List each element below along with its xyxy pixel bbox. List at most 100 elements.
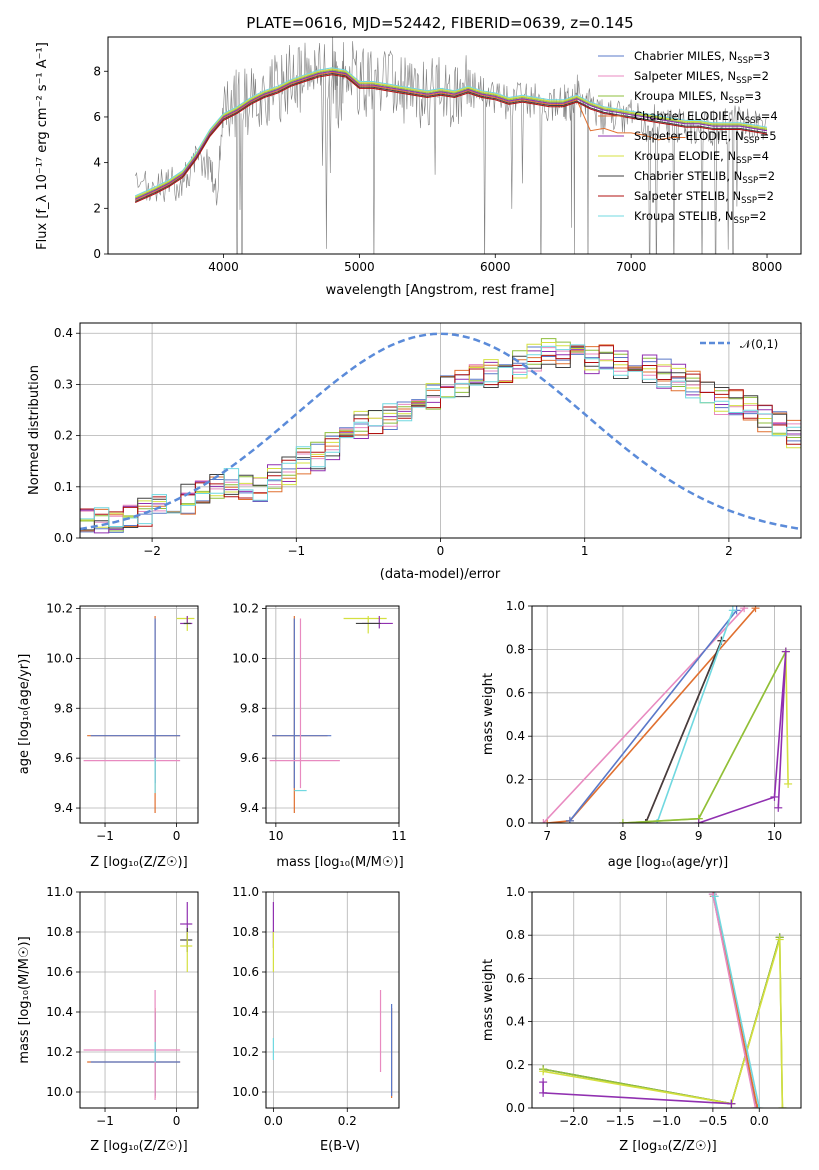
legend-entry: Kroupa ELODIE, NSSP=4 [634, 149, 769, 166]
legend-series-name: Salpeter STELIB, N [634, 189, 741, 203]
legend-entry: Salpeter ELODIE, NSSP=5 [634, 129, 777, 146]
y-tick-label: 0.6 [506, 686, 525, 700]
axes-frame [79, 605, 199, 824]
x-axis-label: Z [log₁₀(Z/Z☉)] [619, 1139, 716, 1154]
y-tick-label: 0.0 [54, 531, 73, 545]
legend-nssp: =3 [744, 89, 761, 103]
age-vs-metallicity-plot: −1 0 9.4 9.6 9.8 10.0 10.2 [46, 601, 199, 843]
y-tick-label: 9.4 [240, 801, 259, 815]
histogram-series [80, 346, 801, 538]
x-tick-label: 9 [695, 829, 703, 843]
mass-weight-line [542, 1082, 732, 1105]
legend-nssp: =2 [758, 169, 775, 183]
model-spectrum-line [134, 72, 768, 202]
mass-vs-ebv-panel: 0.0 0.2 10.0 10.2 10.4 10.6 10.8 11.0 E(B-V) [232, 885, 400, 1154]
y-axis-label: mass weight [481, 959, 496, 1041]
legend-nssp: =3 [753, 49, 770, 63]
model-spectrum-line [134, 69, 768, 199]
y-axis-label: mass [log₁₀(M/M☉)] [17, 936, 32, 1063]
legend-nssp: =2 [749, 209, 766, 223]
y-tick-label: 10.6 [232, 965, 259, 979]
model-spectrum-line [134, 67, 768, 197]
y-tick-label: 0.6 [506, 971, 525, 985]
legend-subscript: SSP [729, 96, 745, 106]
mass-weight-vs-age-plot: 7 8 9 10 0.0 0.2 0.4 0.6 0.8 1.0 [506, 599, 802, 843]
mass-weight-line [713, 896, 761, 1108]
y-tick-label: 10.0 [46, 651, 73, 665]
y-tick-label: 2 [93, 201, 101, 215]
x-tick-label: 0 [173, 1114, 181, 1128]
residual-plot-area: −2 −1 0 1 2 0.0 0.1 0.2 0.3 0.4 [54, 322, 802, 558]
y-tick-label: 0.8 [506, 928, 525, 942]
mass-weight-line [644, 640, 723, 823]
histogram-series [80, 347, 801, 538]
model-spectrum-line [134, 68, 768, 198]
legend-entry: Chabrier ELODIE, NSSP=4 [634, 109, 778, 126]
legend-entry: Chabrier MILES, NSSP=3 [634, 49, 770, 66]
axes-frame [265, 605, 400, 824]
legend-entry: Kroupa MILES, NSSP=3 [634, 89, 761, 106]
x-tick-label: 0.2 [338, 1114, 357, 1128]
y-tick-label: 0.2 [54, 429, 73, 443]
y-tick-label: 8 [93, 64, 101, 78]
histogram-series [80, 344, 801, 538]
y-tick-label: 0.0 [506, 1101, 525, 1115]
mass-weight-vs-age-panel: 7 8 9 10 0.0 0.2 0.4 0.6 0.8 1.0 age [log₁₀(age/y… [481, 599, 802, 870]
axes-frame [265, 891, 400, 1109]
histogram-series [80, 345, 801, 538]
x-tick-label: 8 [619, 829, 627, 843]
legend-series-name: Kroupa STELIB, N [634, 209, 734, 223]
y-tick-label: 0.2 [506, 1058, 525, 1072]
legend-subscript: SSP [742, 176, 758, 186]
x-tick-label: 10 [767, 829, 782, 843]
y-tick-label: 10.4 [232, 1005, 259, 1019]
y-tick-label: 10.0 [232, 1085, 259, 1099]
y-axis-label: mass weight [481, 673, 496, 755]
y-tick-label: 0.2 [506, 773, 525, 787]
x-axis-label: Z [log₁₀(Z/Z☉)] [90, 1139, 187, 1154]
y-axis-label: Flux [f_λ 10⁻¹⁷ erg cm⁻² s⁻¹ A⁻¹] [35, 42, 50, 250]
residual-histogram-panel: −2 −1 0 1 2 0.0 0.1 0.2 0.3 0.4 (data-model)/erro… [27, 322, 802, 582]
y-tick-label: 1.0 [506, 599, 525, 613]
x-tick-label: 0 [173, 829, 181, 843]
legend-nssp: =2 [757, 189, 774, 203]
x-tick-label: 7000 [616, 260, 647, 274]
y-axis-label: age [log₁₀(age/yr)] [17, 654, 32, 775]
legend-series-name: Salpeter MILES, N [634, 69, 736, 83]
histogram-series [80, 338, 801, 538]
y-tick-label: 0.3 [54, 377, 73, 391]
legend-nssp: =2 [752, 69, 769, 83]
y-axis-label: Normed distribution [27, 365, 42, 495]
x-axis-label: age [log₁₀(age/yr)] [608, 855, 729, 870]
y-tick-label: 10.8 [46, 925, 73, 939]
mass-weight-line [656, 610, 734, 823]
y-tick-label: 11.0 [46, 885, 73, 899]
x-tick-label: −1.0 [652, 1114, 681, 1128]
y-tick-label: 0.4 [506, 729, 525, 743]
model-spectrum-line [134, 71, 686, 201]
axes-frame [107, 36, 802, 255]
axes-frame [531, 891, 802, 1109]
x-axis-label: wavelength [Angstrom, rest frame] [326, 283, 555, 298]
y-tick-label: 0.0 [506, 816, 525, 830]
model-spectrum-line [134, 74, 768, 204]
x-tick-label: 5000 [344, 260, 375, 274]
y-tick-label: 9.6 [240, 751, 259, 765]
legend-nssp: =4 [761, 109, 778, 123]
mass-weight-vs-metallicity-plot: −2.0 −1.5 −1.0 −0.5 0.0 0.0 0.2 0.4 0.6 0.8 1.0 [506, 885, 802, 1128]
legend-subscript: SSP [736, 156, 752, 166]
x-tick-label: −2 [143, 544, 161, 558]
x-tick-label: 2 [725, 544, 733, 558]
histogram-series [80, 346, 801, 538]
age-vs-metallicity-panel: −1 0 9.4 9.6 9.8 10.0 10.2 Z [log₁₀(Z/Z☉)] age… [17, 601, 199, 870]
mass-weight-line [569, 609, 738, 822]
legend-series-name: Chabrier ELODIE, N [634, 109, 745, 123]
y-tick-label: 10.6 [46, 965, 73, 979]
y-tick-label: 10.2 [46, 601, 73, 615]
x-tick-label: 0 [437, 544, 445, 558]
y-tick-label: 0 [93, 247, 101, 261]
y-tick-label: 10.2 [232, 1045, 259, 1059]
x-tick-label: 0.0 [264, 1114, 283, 1128]
x-tick-label: 8000 [752, 260, 783, 274]
legend-series-name: Chabrier MILES, N [634, 49, 737, 63]
